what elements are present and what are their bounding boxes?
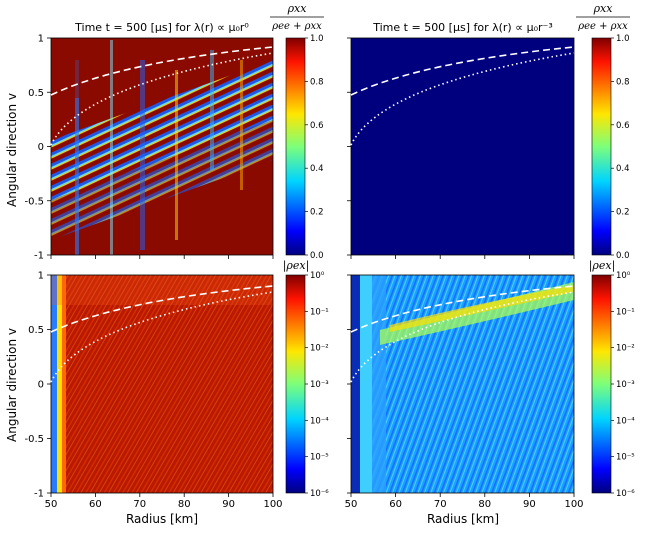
y-tick-label: -1: [34, 251, 44, 262]
y-tick-label: 0.5: [28, 325, 44, 336]
colorbar-top-right: [591, 37, 612, 256]
colorbar-tick-label: 0.2: [310, 208, 324, 218]
x-tick-label: 90: [222, 499, 235, 510]
x-tick-label: 80: [478, 499, 491, 510]
x-tick-label: 100: [564, 499, 583, 510]
svg-text:ρxx: ρxx: [287, 2, 308, 15]
colorbar-tick-label: 10⁻³: [310, 380, 329, 390]
y-tick-label: 0: [38, 142, 44, 153]
colorbar-tick-label: 10⁻⁴: [616, 416, 635, 426]
colorbar-tick-label: 0.0: [616, 251, 630, 261]
colorbar-tick-label: 10⁻⁶: [616, 489, 635, 499]
colorbar-bottom-right: [591, 274, 612, 494]
colorbar-tick-label: 10⁻⁵: [310, 453, 329, 463]
colorbar-tick-label: 0.8: [310, 77, 324, 87]
colorbar-tick-label: 10⁰: [616, 271, 631, 281]
x-tick-label: 60: [89, 499, 102, 510]
colorbar-tick-label: 10⁻²: [616, 344, 635, 354]
colorbar-tick-label: 10⁻⁶: [310, 489, 329, 499]
overlay-curves: [50, 46, 575, 383]
colorbar-label-bottom-right: |ρex|: [589, 259, 616, 273]
colorbar-tick-label: 1.0: [310, 34, 324, 44]
y-tick-label: 0.5: [28, 88, 44, 99]
colorbar-bottom-left: [285, 274, 306, 494]
y-tick-label: 0: [38, 380, 44, 391]
y-axis-label-lower: Angular direction v: [5, 328, 19, 442]
colorbar-tick-label: 0.8: [616, 77, 630, 87]
y-tick-label: -0.5: [24, 434, 44, 445]
x-axis-label: Radius [km]: [427, 512, 499, 526]
colorbar-label-top-left: ρxx ρee + ρxx: [270, 2, 324, 32]
heatmap-panel-1: [51, 38, 273, 255]
colorbar-tick-label: 0.0: [310, 251, 324, 261]
svg-text:ρee + ρxx: ρee + ρxx: [271, 21, 322, 32]
heatmap-panel-2: [351, 38, 574, 255]
y-tick-label: 1: [38, 34, 44, 45]
x-tick-label: 50: [45, 499, 58, 510]
y-tick-label: -1: [34, 489, 44, 500]
colorbar-label-bottom-left: |ρex|: [283, 259, 310, 273]
svg-text:ρxx: ρxx: [593, 2, 614, 15]
colorbar-tick-label: 10⁰: [310, 271, 325, 281]
colorbar-tick-label: 10⁻¹: [616, 307, 635, 317]
colorbar-tick-label: 10⁻³: [616, 380, 635, 390]
colorbar-tick-label: 10⁻²: [310, 344, 329, 354]
svg-text:ρee + ρxx: ρee + ρxx: [577, 21, 628, 32]
colorbar-ticks: 1.0 0.8 0.6 0.4 0.2 0.0 1.0 0.8 0.6 0.4 0.2 0.0 10⁰ 1…: [305, 34, 635, 499]
colorbar-tick-label: 10⁻¹: [310, 307, 329, 317]
panel-title: Time t = 500 [μs] for λ(r) ∝ μ₀r⁻³: [372, 21, 552, 34]
colorbar-tick-label: 0.4: [616, 164, 630, 174]
x-tick-label: 70: [133, 499, 146, 510]
colorbar-tick-label: 0.2: [616, 208, 630, 218]
colorbar-tick-label: 1.0: [616, 34, 630, 44]
axis-ticks: -1 -0.5 0 0.5 1 50 60 70 80 90 100 -1 -0.5 0 0.5 1 50 60 7…: [24, 34, 583, 511]
x-tick-label: 90: [523, 499, 536, 510]
heatmap-panel-4: [351, 275, 574, 493]
x-axis-label: Radius [km]: [126, 512, 198, 526]
panel-title: Time t = 500 [μs] for λ(r) ∝ μ₀r⁰: [74, 21, 249, 34]
heatmap-panel-3: [51, 275, 273, 493]
x-tick-label: 50: [345, 499, 358, 510]
y-tick-label: -0.5: [24, 196, 44, 207]
colorbar-top-left: [285, 37, 306, 256]
x-tick-label: 60: [389, 499, 402, 510]
colorbar-tick-label: 10⁻⁴: [310, 416, 329, 426]
x-tick-label: 70: [434, 499, 447, 510]
colorbar-tick-label: 0.6: [310, 121, 324, 131]
x-tick-label: 80: [178, 499, 191, 510]
y-tick-label: 1: [38, 271, 44, 282]
colorbar-tick-label: 10⁻⁵: [616, 453, 635, 463]
colorbar-tick-label: 0.4: [310, 164, 324, 174]
colorbar-tick-label: 0.6: [616, 121, 630, 131]
y-axis-label: Angular direction v: [5, 93, 19, 207]
colorbar-label-top-right: ρxx ρee + ρxx: [576, 2, 630, 32]
x-tick-label: 100: [263, 499, 282, 510]
